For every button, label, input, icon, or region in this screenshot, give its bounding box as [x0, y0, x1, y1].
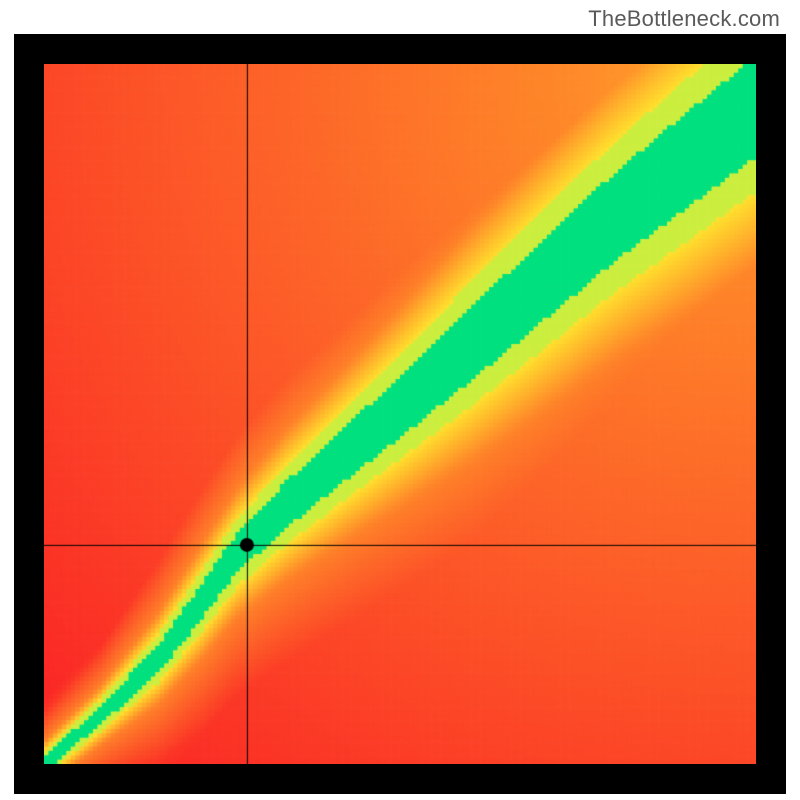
- chart-container: TheBottleneck.com: [0, 0, 800, 800]
- heatmap-canvas: [44, 64, 756, 764]
- heatmap-plot: [44, 64, 756, 764]
- watermark-text: TheBottleneck.com: [588, 6, 780, 32]
- chart-frame: [14, 34, 786, 794]
